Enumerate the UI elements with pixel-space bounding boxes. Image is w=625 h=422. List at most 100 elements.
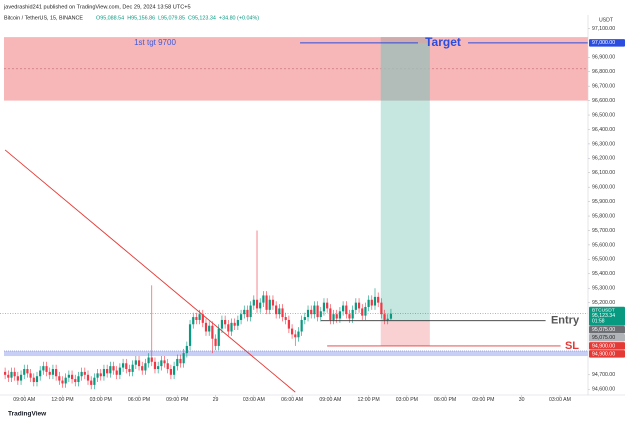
candle-body [163,360,166,364]
y-tick-label: 96,700.00 [592,84,615,90]
candle-body [188,324,192,346]
y-tick-label: 96,500.00 [592,112,615,118]
x-tick-label: 06:00 PM [434,397,456,403]
candle-body [201,314,204,323]
y-tick-label: 95,200.00 [592,300,615,306]
candle-body [236,319,239,326]
entry-badge [589,325,625,334]
over-layer: 1st tgt 9700 Target Entry SL [134,35,588,352]
candle-body [157,366,160,370]
candle-body [42,366,45,371]
candle-body [354,302,357,310]
candle-body [179,358,182,364]
candle-body [329,308,332,320]
candle-body [389,313,393,319]
candle-body [182,353,185,364]
x-tick-label: 12:00 PM [51,397,73,403]
candle-body [192,317,195,325]
x-tick-label: 06:00 AM [281,397,303,403]
candle-body [125,363,128,370]
candle-body [335,314,338,319]
candle-body [29,373,32,378]
candle-body [233,322,236,326]
price-badge-countdown: 01:58 [592,319,605,325]
candle-body [373,296,377,306]
candle-body [278,308,281,315]
candle-body [137,360,141,367]
candle-body [211,325,214,339]
ohlc-legend: L95,079.85 [158,15,185,21]
stop-badge-label: 94,900.00 [592,351,615,357]
candle-body [10,371,13,378]
candle-body [243,309,246,315]
candle-body [214,338,217,346]
candle-body [147,357,150,364]
entry-badge [589,333,625,342]
candle-body [169,369,173,375]
candle-body [26,369,29,374]
price-badge [589,306,625,326]
entry-label: Entry [551,315,580,327]
candle-body [326,302,329,309]
y-tick-label: 95,600.00 [592,242,615,248]
candle-body [281,308,284,318]
candle-body [83,371,86,375]
y-tick-label: 96,400.00 [592,127,615,133]
y-tick-label: 97,100.00 [592,26,615,32]
entry-badge-label: 95,075.00 [592,327,615,333]
candle-body [227,324,230,332]
candle-body [204,322,208,332]
candle-body [287,319,290,329]
candle-body [338,311,342,319]
candle-body [357,302,361,309]
publisher: javedrashid241 published on TradingView.… [3,4,191,10]
draw-layer [0,37,588,393]
candle-body [380,302,383,315]
candle-body [230,322,233,332]
candle-body [118,367,121,375]
labels-layer: Bitcoin / TetherUS, 15, BINANCE O95,088.5… [4,15,625,358]
y-tick-label: 96,900.00 [592,55,615,61]
candle-body [364,306,367,316]
candle-body [185,345,188,354]
candle-body [220,319,224,329]
candle-body [23,369,26,375]
footer-logo: TradingView [8,411,47,418]
x-tick-label: 09:00 AM [13,397,35,403]
candle-body [99,373,102,377]
candle-body [268,299,271,310]
y-tick-label: 95,400.00 [592,271,615,277]
candle-body [310,309,313,315]
candle-body [93,377,96,385]
candle-body [160,360,163,367]
candle-body [102,369,106,377]
x-tick-label: 30 [519,397,525,403]
y-tick-label: 96,200.00 [592,156,615,162]
candle-body [45,366,48,372]
stop-badge [589,350,625,358]
candle-body [176,358,179,367]
candle-body [271,299,275,306]
ohlc-legend: H95,156.86 [127,15,155,21]
stop-badge-label: 94,900.00 [592,343,615,349]
candles-layer [4,230,393,390]
entry-badge-label: 95,075.00 [592,335,615,341]
candle-body [64,377,67,384]
candle-body [134,360,137,365]
candle-body [259,302,262,309]
candle-body [39,370,42,377]
candle-body [32,377,35,383]
candle-body [55,369,58,377]
x-tick-label: 03:00 AM [549,397,571,403]
y-tick-label: 95,700.00 [592,228,615,234]
candle-body [332,314,335,320]
candle-body [144,363,147,371]
candle-body [198,314,201,320]
profit-area [380,42,430,321]
candle-body [275,305,278,315]
x-tick-label: 29 [213,397,219,403]
candle-body [370,299,373,306]
y-tick-label: 95,800.00 [592,213,615,219]
candle-body [195,317,198,320]
